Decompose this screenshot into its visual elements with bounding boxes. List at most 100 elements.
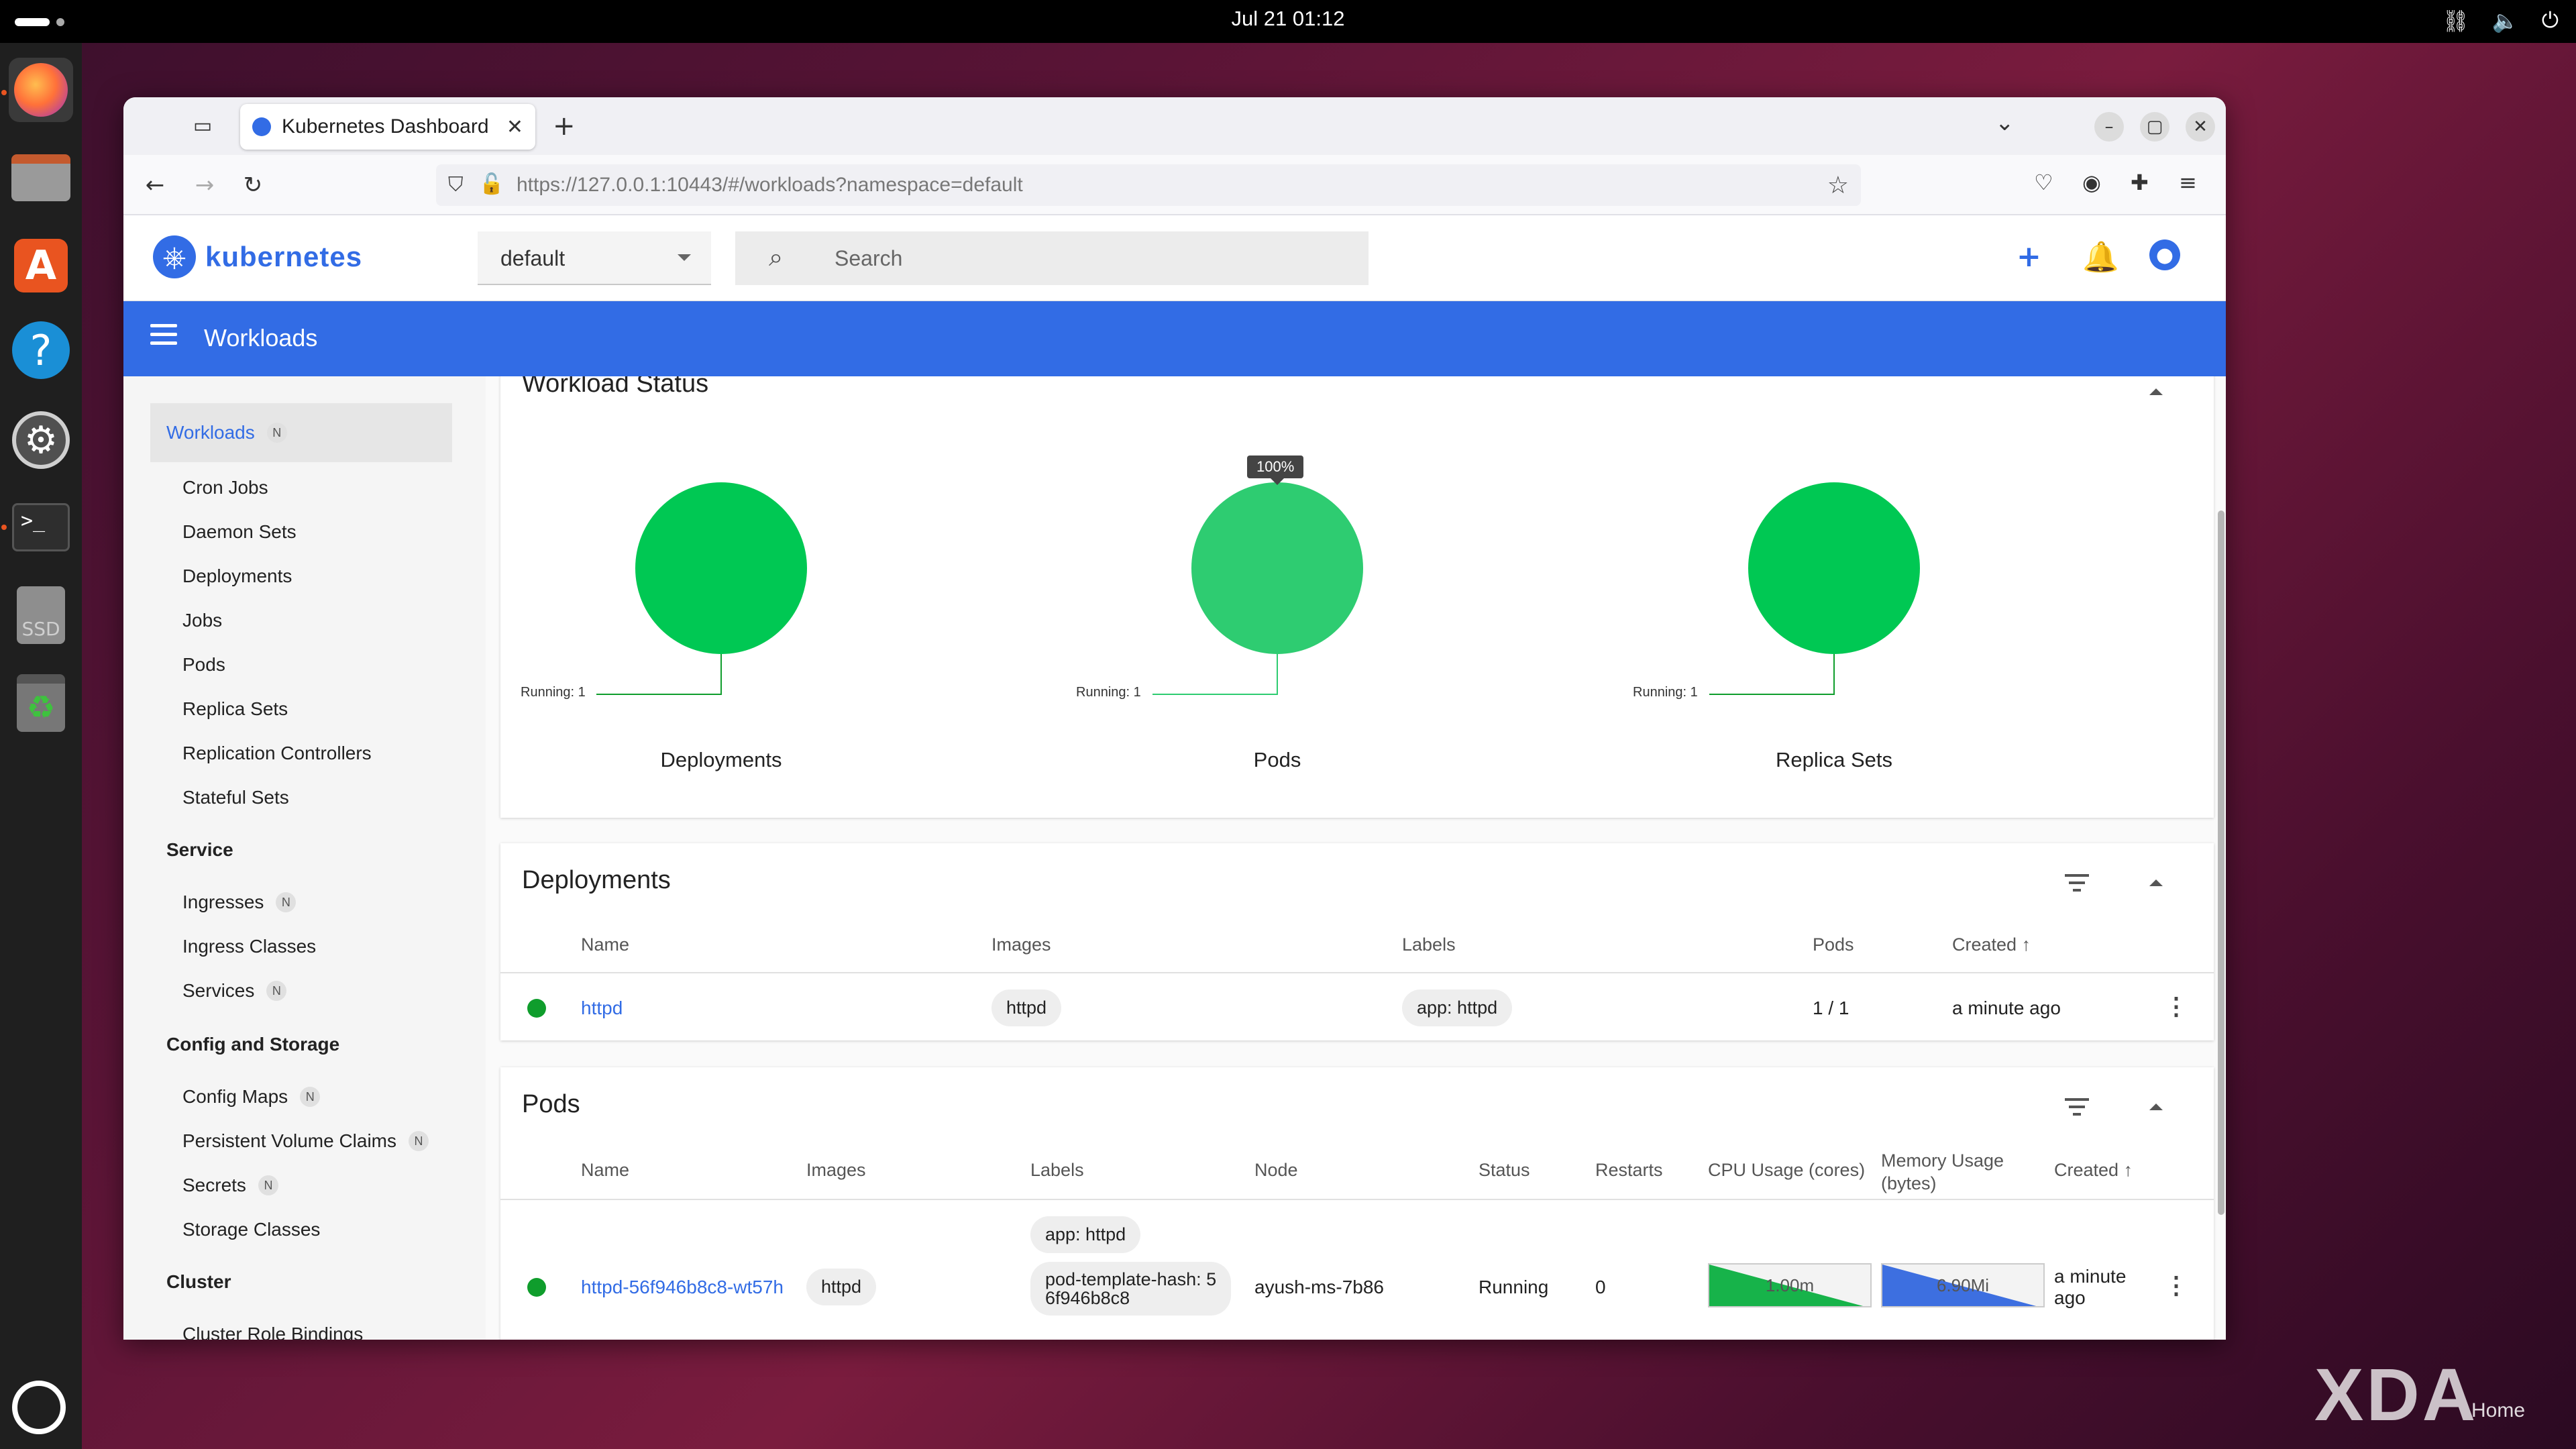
column-header-created[interactable]: Created ↑	[1952, 934, 2031, 955]
collapse-arrow-icon[interactable]	[2149, 1104, 2163, 1110]
sidebar-item-label: Workloads	[166, 422, 255, 443]
settings-gear-icon[interactable]: ⚙	[9, 408, 73, 472]
row-actions-kebab-icon[interactable]: ⋮	[2164, 1271, 2188, 1299]
back-arrow-icon[interactable]: ←	[145, 172, 165, 199]
pod-created-text: ago	[2054, 1287, 2086, 1308]
table-divider	[500, 972, 2214, 973]
deployments-card: Deployments Name Images Labels Pods Crea…	[500, 843, 2214, 1040]
column-header-created[interactable]: Created ↑	[2054, 1160, 2133, 1181]
sidebar-item-replica-sets[interactable]: Replica Sets	[182, 698, 288, 719]
forward-arrow-icon[interactable]: →	[195, 172, 215, 199]
collapse-arrow-icon[interactable]	[2149, 879, 2163, 886]
deployments-running-slice[interactable]	[635, 482, 807, 654]
sidebar-item-ingress-classes[interactable]: Ingress Classes	[182, 936, 317, 957]
close-tab-icon[interactable]: ✕	[506, 115, 523, 138]
column-header-labels: Labels	[1030, 1160, 1084, 1180]
sidebar-item-jobs[interactable]: Jobs	[182, 610, 223, 631]
deployments-card-title: Deployments	[522, 866, 671, 894]
memory-usage-value: 6.90Mi	[1936, 1275, 1990, 1295]
namespace-value: default	[500, 246, 566, 270]
column-header-cpu-usage: CPU Usage (cores)	[1708, 1160, 1866, 1180]
account-icon[interactable]: ◉	[2082, 170, 2101, 195]
pods-running-slice[interactable]	[1191, 482, 1363, 654]
app-center-icon[interactable]: A	[9, 233, 73, 298]
system-clock[interactable]: Jul 21 01:12	[1231, 7, 1345, 30]
dock: A ? ⚙ >_ SSD ♻	[0, 43, 82, 1449]
show-apps-icon[interactable]	[12, 1381, 66, 1434]
main-scrollbar[interactable]	[2218, 511, 2224, 1215]
collapse-arrow-icon[interactable]	[2149, 388, 2163, 395]
filter-icon[interactable]	[2065, 874, 2089, 896]
create-plus-icon[interactable]: +	[2017, 239, 2041, 274]
sidebar-heading-cluster[interactable]: Cluster	[166, 1271, 231, 1292]
bookmark-star-icon[interactable]: ☆	[1827, 171, 1849, 199]
app-menu-icon[interactable]: ≡	[2179, 170, 2197, 195]
lock-warning-icon[interactable]: 🔓	[479, 173, 504, 195]
sidebar-item-cron-jobs[interactable]: Cron Jobs	[182, 477, 268, 498]
sidebar-item-deployments[interactable]: Deployments	[182, 566, 292, 586]
sidebar-item-daemon-sets[interactable]: Daemon Sets	[182, 521, 297, 542]
pod-name-link[interactable]: httpd-56f946b8c8-wt57h	[581, 1277, 784, 1297]
sidebar-item-ingresses[interactable]: Ingresses N	[182, 892, 297, 913]
sidebar-item-workloads[interactable]: Workloads N	[150, 403, 452, 462]
deployments-status-chart: Running: 1 Deployments	[486, 470, 843, 846]
network-icon[interactable]: ⛓	[2442, 9, 2469, 33]
address-bar[interactable]: ⛉ 🔓 https://127.0.0.1:10443/#/workloads?…	[436, 164, 1861, 206]
new-tab-icon[interactable]: +	[553, 111, 576, 142]
sort-arrow-up-icon: ↑	[2123, 1160, 2133, 1180]
url-text[interactable]: https://127.0.0.1:10443/#/workloads?name…	[517, 174, 1023, 196]
column-header-name[interactable]: Name	[581, 1160, 630, 1180]
sidebar-item-cluster-role-bindings[interactable]: Cluster Role Bindings	[182, 1324, 364, 1340]
sidebar-item-storage-classes[interactable]: Storage Classes	[182, 1219, 321, 1240]
system-tray[interactable]: ⛓ 🔈 ⏻	[2442, 8, 2559, 34]
sidebar-item-config-maps[interactable]: Config Maps N	[182, 1086, 321, 1108]
replica-sets-running-slice[interactable]	[1748, 482, 1920, 654]
hamburger-menu-icon[interactable]	[150, 324, 177, 351]
activities-indicator[interactable]	[15, 18, 64, 26]
navigation-toolbar: ← → ↻ ⛉ 🔓 https://127.0.0.1:10443/#/work…	[123, 155, 2226, 215]
minimize-icon[interactable]: –	[2094, 112, 2124, 142]
list-all-tabs-icon[interactable]: ⌄	[1995, 109, 2015, 136]
tab-kubernetes-dashboard[interactable]: Kubernetes Dashboard ✕	[240, 104, 535, 150]
filter-icon[interactable]	[2065, 1098, 2089, 1120]
maximize-icon[interactable]: ▢	[2140, 112, 2169, 142]
memory-usage-sparkline: 6.90Mi	[1881, 1263, 2045, 1307]
user-account-icon[interactable]: ●	[2149, 239, 2180, 270]
replica-sets-running-label: Running: 1	[1633, 685, 1698, 700]
files-icon[interactable]	[9, 146, 73, 210]
sidebar-heading-config-and-storage[interactable]: Config and Storage	[166, 1034, 340, 1055]
tab-list-icon[interactable]: ▭	[193, 113, 213, 138]
tracking-shield-icon[interactable]: ⛉	[448, 174, 464, 196]
power-icon[interactable]: ⏻	[2541, 8, 2559, 32]
desktop-home-label[interactable]: Home	[2471, 1399, 2526, 1421]
pocket-icon[interactable]: ♡	[2034, 170, 2053, 195]
trash-icon[interactable]: ♻	[9, 671, 73, 735]
kubernetes-brand[interactable]: kubernetes	[205, 241, 363, 272]
sidebar-item-persistent-volume-claims[interactable]: Persistent Volume Claims N	[182, 1130, 429, 1152]
kubernetes-logo-icon[interactable]: ⎈	[153, 235, 196, 278]
toolbar-title: Workloads	[204, 324, 318, 352]
deployment-name-link[interactable]: httpd	[581, 998, 623, 1018]
terminal-icon[interactable]: >_	[9, 495, 73, 559]
reload-icon[interactable]: ↻	[243, 172, 263, 199]
column-header-label: Created	[1952, 934, 2017, 955]
extensions-icon[interactable]: ✚	[2131, 170, 2149, 195]
sidebar-item-replication-controllers[interactable]: Replication Controllers	[182, 743, 372, 763]
search-input[interactable]: ⌕ Search	[735, 231, 1368, 285]
column-header-name[interactable]: Name	[581, 934, 630, 955]
firefox-icon[interactable]	[9, 58, 73, 122]
sidebar-item-services[interactable]: Services N	[182, 980, 287, 1002]
volume-icon[interactable]: 🔈	[2491, 9, 2519, 33]
sidebar-item-secrets[interactable]: Secrets N	[182, 1175, 278, 1196]
sidebar-item-pods[interactable]: Pods	[182, 654, 225, 675]
sidebar-heading-service[interactable]: Service	[166, 839, 233, 860]
namespace-select[interactable]: default	[478, 231, 711, 285]
close-window-icon[interactable]: ✕	[2186, 112, 2215, 142]
notifications-bell-icon[interactable]: 🔔	[2082, 240, 2119, 274]
help-icon[interactable]: ?	[9, 318, 73, 382]
row-actions-kebab-icon[interactable]: ⋮	[2164, 992, 2188, 1020]
ssd-drive-icon[interactable]: SSD	[9, 583, 73, 647]
search-icon: ⌕	[769, 244, 784, 272]
replica-sets-leader-line	[1709, 654, 1835, 695]
sidebar-item-stateful-sets[interactable]: Stateful Sets	[182, 787, 289, 808]
